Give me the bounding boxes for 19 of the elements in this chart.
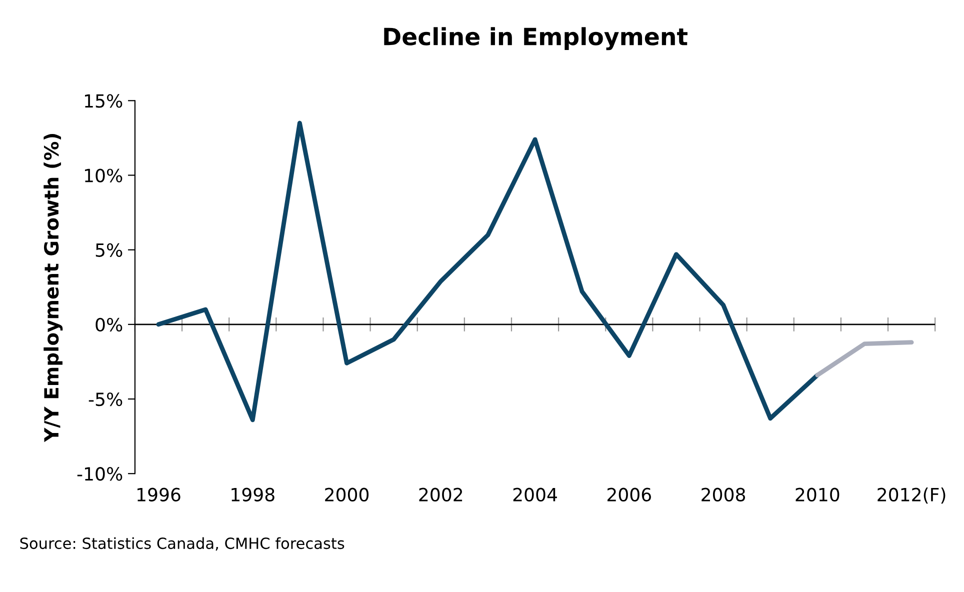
y-axis-title: Y/Y Employment Growth (%) bbox=[44, 134, 63, 442]
x-tick-label: 2006 bbox=[608, 488, 651, 502]
y-tick-label: 15% bbox=[85, 94, 122, 108]
line-series bbox=[156, 120, 820, 422]
x-tick-label: 1996 bbox=[138, 488, 180, 502]
x-tick-label: 2002 bbox=[419, 488, 462, 502]
y-tick-label: -10% bbox=[77, 467, 122, 481]
x-tick-label: 2004 bbox=[513, 488, 557, 502]
source-note: Source: Statistics Canada, CMHC forecasts bbox=[20, 537, 344, 551]
y-tick-label: 10% bbox=[85, 168, 122, 182]
y-tick-label: 0% bbox=[96, 318, 122, 332]
x-tick-label: 2008 bbox=[702, 488, 746, 502]
chart-title: Decline in Employment bbox=[384, 27, 688, 50]
x-tick-label: 1998 bbox=[232, 488, 274, 502]
x-tick-label: 2012(F) bbox=[878, 488, 946, 504]
x-tick-label: 2010 bbox=[796, 488, 840, 502]
y-tick-label: 5% bbox=[96, 243, 122, 257]
y-tick-label: -5% bbox=[88, 392, 122, 406]
x-tick-label: 2000 bbox=[325, 488, 369, 502]
